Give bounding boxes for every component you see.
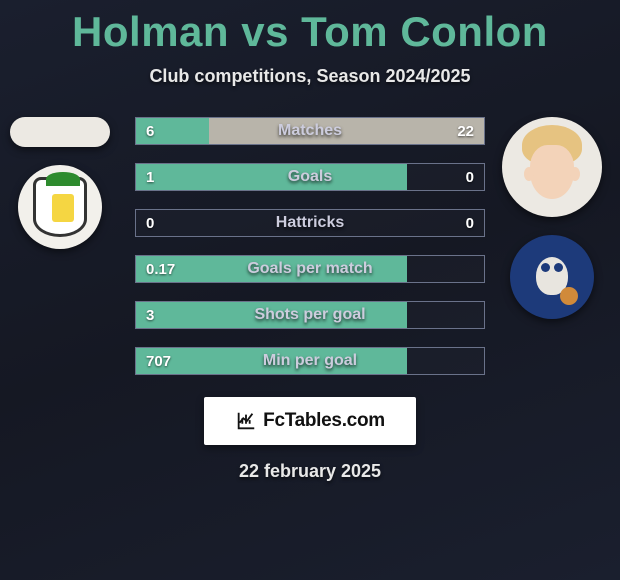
stat-row: 0 0 Hattricks xyxy=(135,209,485,237)
comparison-area: 6 22 Matches 1 0 Goals 0 0 Hattricks 0.17 Goals pe… xyxy=(0,117,620,375)
stat-row: 0.17 Goals per match xyxy=(135,255,485,283)
player-left-column xyxy=(10,117,110,249)
stat-value-left: 6 xyxy=(146,123,154,140)
chart-icon xyxy=(235,410,257,432)
stat-value-left: 0 xyxy=(146,215,154,232)
face-icon xyxy=(512,127,592,207)
brand-logo[interactable]: FcTables.com xyxy=(204,397,416,445)
subtitle: Club competitions, Season 2024/2025 xyxy=(0,66,620,87)
stat-fill-right xyxy=(209,118,484,144)
brand-text: FcTables.com xyxy=(263,410,385,432)
player-left-club-badge xyxy=(18,165,102,249)
stat-label: Goals xyxy=(288,168,332,186)
stat-value-right: 22 xyxy=(457,123,474,140)
player-right-column xyxy=(502,117,602,319)
stat-fill-left xyxy=(136,164,407,190)
stat-row: 3 Shots per goal xyxy=(135,301,485,329)
owl-icon xyxy=(524,249,580,305)
stat-label: Matches xyxy=(278,122,342,140)
stat-label: Shots per goal xyxy=(254,306,365,324)
stat-row: 1 0 Goals xyxy=(135,163,485,191)
stat-label: Goals per match xyxy=(247,260,372,278)
date-text: 22 february 2025 xyxy=(0,461,620,482)
player-right-avatar xyxy=(502,117,602,217)
stat-value-right: 0 xyxy=(466,215,474,232)
stat-value-left: 0.17 xyxy=(146,261,175,278)
stat-label: Min per goal xyxy=(263,352,357,370)
stat-row: 707 Min per goal xyxy=(135,347,485,375)
shield-icon xyxy=(33,177,87,237)
stat-row: 6 22 Matches xyxy=(135,117,485,145)
page-title: Holman vs Tom Conlon xyxy=(0,0,620,56)
stat-value-left: 707 xyxy=(146,353,171,370)
stat-value-left: 3 xyxy=(146,307,154,324)
stat-value-left: 1 xyxy=(146,169,154,186)
stat-bars: 6 22 Matches 1 0 Goals 0 0 Hattricks 0.17 Goals pe… xyxy=(135,117,485,375)
player-left-avatar xyxy=(10,117,110,147)
stat-value-right: 0 xyxy=(466,169,474,186)
player-right-club-badge xyxy=(510,235,594,319)
stat-label: Hattricks xyxy=(276,214,344,232)
